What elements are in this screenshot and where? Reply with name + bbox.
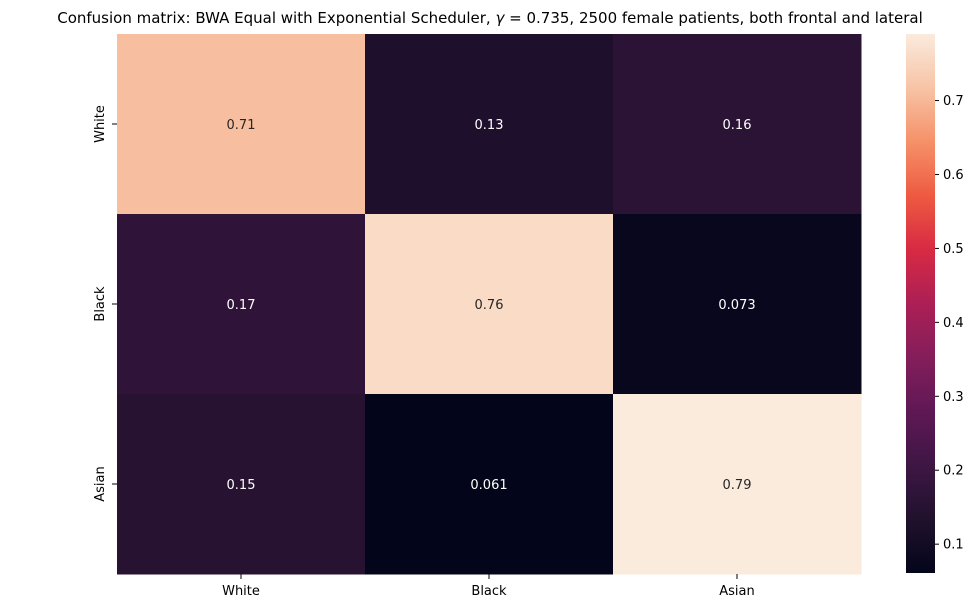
colorbar-gradient [906,34,935,573]
cell-value-label: 0.13 [475,118,504,133]
cell-value-label: 0.061 [470,478,507,493]
y-tick-label: White [93,105,108,143]
colorbar-tick-label: 0.7 [943,94,964,109]
chart-title: Confusion matrix: BWA Equal with Exponen… [57,9,923,27]
y-axis: White Black Asian [93,105,117,502]
heatmap-cell [365,34,614,215]
cell-value-label: 0.073 [718,298,755,313]
heatmap-cell [117,34,366,215]
colorbar-tick-label: 0.2 [943,464,964,479]
cell-value-label: 0.15 [227,478,256,493]
x-tick-label: White [222,584,260,599]
y-tick-label: Black [93,286,108,322]
heatmap-cell [613,34,862,215]
colorbar-tick-label: 0.1 [943,538,964,553]
cell-value-label: 0.76 [475,298,504,313]
cell-value-label: 0.71 [227,118,256,133]
x-tick-label: Asian [719,584,754,599]
heatmap-cell [613,394,862,575]
colorbar-tick-label: 0.5 [943,242,964,257]
cell-value-label: 0.16 [723,118,752,133]
cell-value-label: 0.79 [723,478,752,493]
heatmap-cell [365,214,614,395]
heatmap-cell [117,214,366,395]
x-axis: White Black Asian [222,574,755,599]
cell-value-label: 0.17 [227,298,256,313]
colorbar-tick-label: 0.6 [943,168,964,183]
colorbar: 0.1 0.2 0.3 0.4 0.5 0.6 0.7 [906,34,964,573]
x-tick-label: Black [471,584,507,599]
colorbar-tick-label: 0.4 [943,316,964,331]
heatmap-cell [117,394,366,575]
colorbar-tick-label: 0.3 [943,390,964,405]
heatmap-cell [613,214,862,395]
heatmap-grid: 0.71 0.13 0.16 0.17 0.76 0.073 0.15 0.061 0.79 [117,34,862,575]
heatmap-cell [365,394,614,575]
y-tick-label: Asian [93,466,108,501]
